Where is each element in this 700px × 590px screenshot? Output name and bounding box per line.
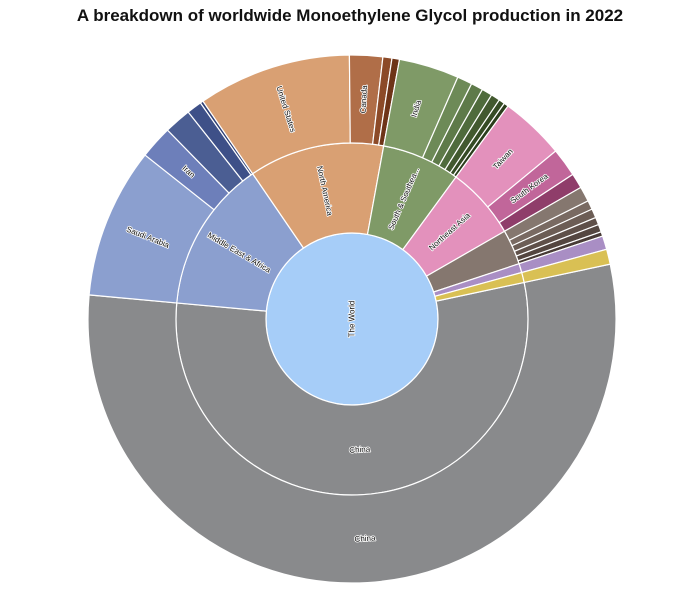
label-region-china: China bbox=[349, 445, 371, 455]
chart-title: A breakdown of worldwide Monoethylene Gl… bbox=[76, 6, 624, 25]
label-country-canada: Canada bbox=[359, 85, 370, 114]
segment-country-unlabeled-7-0[interactable] bbox=[521, 248, 611, 284]
segment-country-china[interactable] bbox=[87, 263, 617, 584]
label-root: The World bbox=[348, 301, 357, 338]
label-country-china: China bbox=[354, 533, 376, 543]
